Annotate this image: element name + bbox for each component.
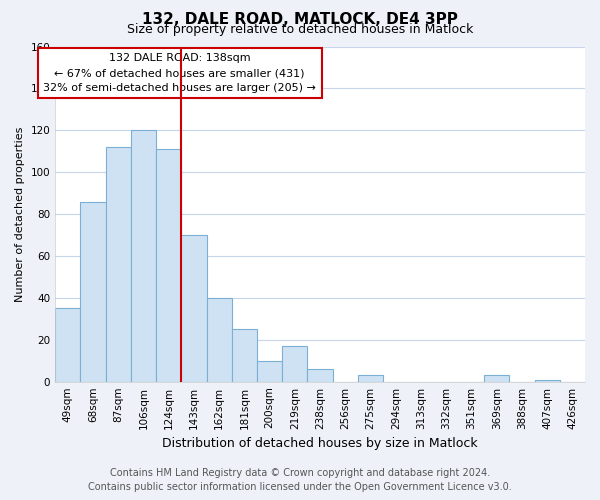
Bar [106,147,131,382]
Y-axis label: Number of detached properties: Number of detached properties [15,126,25,302]
Bar [80,202,106,382]
Bar [232,330,257,382]
Text: Size of property relative to detached houses in Matlock: Size of property relative to detached ho… [127,22,473,36]
Bar [131,130,156,382]
Text: 132 DALE ROAD: 138sqm
← 67% of detached houses are smaller (431)
32% of semi-det: 132 DALE ROAD: 138sqm ← 67% of detached … [43,53,316,93]
Bar [156,149,181,382]
Text: 132, DALE ROAD, MATLOCK, DE4 3PP: 132, DALE ROAD, MATLOCK, DE4 3PP [142,12,458,28]
X-axis label: Distribution of detached houses by size in Matlock: Distribution of detached houses by size … [162,437,478,450]
Bar [282,346,307,382]
Bar [484,376,509,382]
Text: Contains HM Land Registry data © Crown copyright and database right 2024.
Contai: Contains HM Land Registry data © Crown c… [88,468,512,492]
Bar [206,298,232,382]
Bar [181,235,206,382]
Bar [358,376,383,382]
Bar [535,380,560,382]
Bar [257,360,282,382]
Bar [55,308,80,382]
Bar [307,369,332,382]
